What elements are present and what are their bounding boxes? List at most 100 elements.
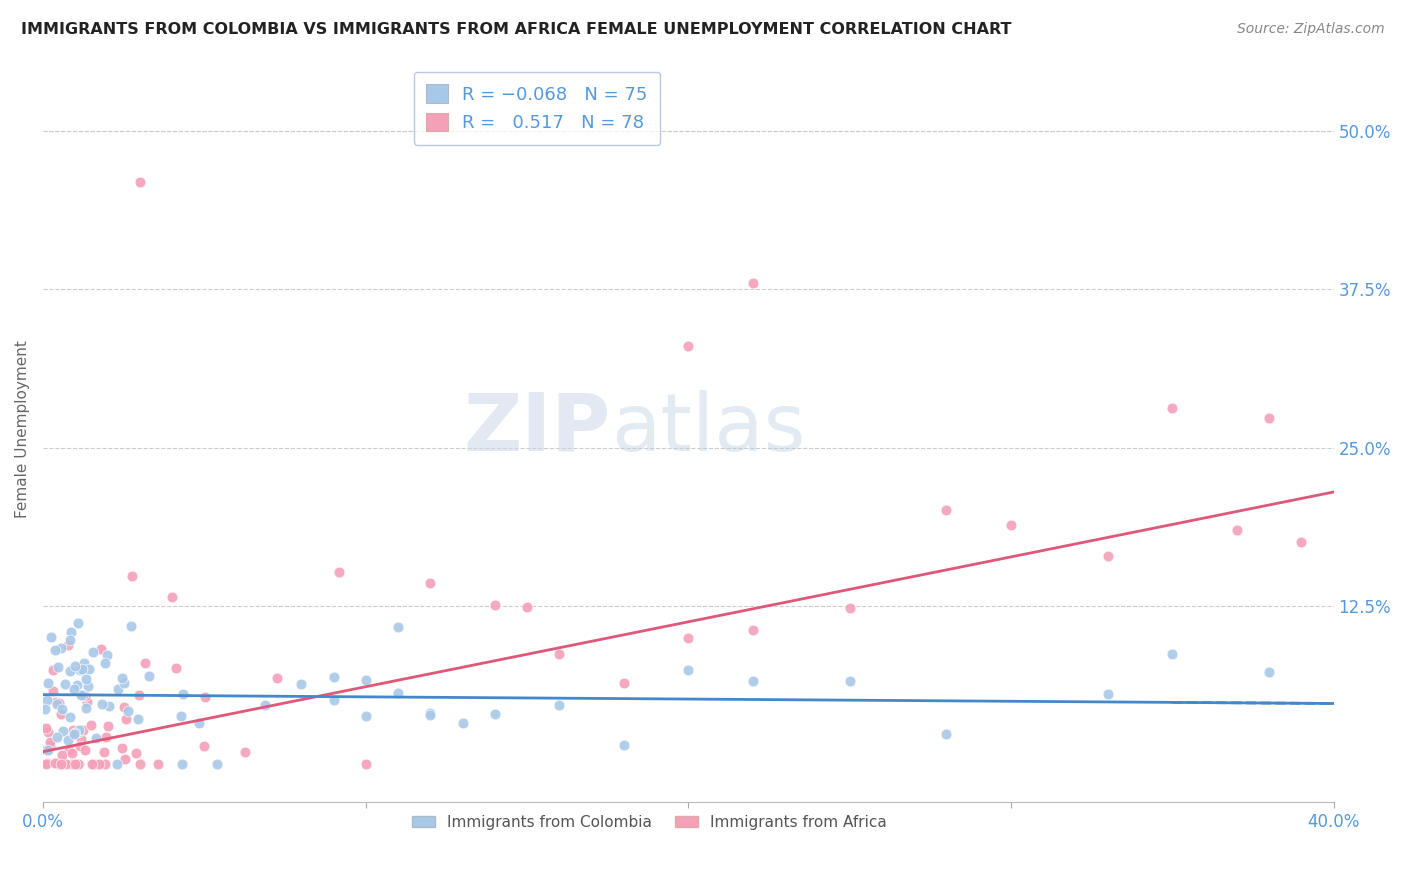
Point <box>1000 517 1022 532</box>
Point <box>63 659 86 673</box>
Point <box>548 698 571 713</box>
Point <box>354 708 377 723</box>
Point <box>69 731 91 746</box>
Point <box>75 689 97 703</box>
Point <box>90 642 112 657</box>
Point <box>138 669 160 683</box>
Point <box>484 707 506 722</box>
Point <box>37 676 59 690</box>
Point <box>90 697 112 711</box>
Point <box>111 741 134 756</box>
Point <box>37 725 59 739</box>
Point <box>94 657 117 671</box>
Point <box>58 743 80 757</box>
Point <box>73 743 96 757</box>
Point <box>172 757 194 772</box>
Point <box>741 276 763 290</box>
Point <box>322 693 344 707</box>
Point <box>38 735 60 749</box>
Point <box>65 726 87 740</box>
Point <box>84 757 107 772</box>
Point <box>51 640 73 655</box>
Point <box>59 664 82 678</box>
Point <box>354 757 377 772</box>
Point <box>51 702 73 716</box>
Point <box>37 693 59 707</box>
Point <box>120 619 142 633</box>
Point <box>67 757 90 772</box>
Point <box>94 757 117 772</box>
Point <box>1258 411 1281 425</box>
Point <box>160 590 183 604</box>
Point <box>387 686 409 700</box>
Point <box>114 751 136 765</box>
Point <box>419 706 441 720</box>
Point <box>741 624 763 638</box>
Point <box>187 715 209 730</box>
Point <box>63 681 86 696</box>
Point <box>935 502 957 516</box>
Point <box>613 738 636 752</box>
Text: Source: ZipAtlas.com: Source: ZipAtlas.com <box>1237 22 1385 37</box>
Point <box>387 620 409 634</box>
Point <box>35 757 58 772</box>
Point <box>48 660 70 674</box>
Point <box>60 624 83 639</box>
Point <box>354 673 377 688</box>
Point <box>63 727 86 741</box>
Point <box>67 723 90 738</box>
Point <box>69 663 91 677</box>
Point <box>48 696 70 710</box>
Point <box>49 756 72 771</box>
Point <box>46 757 69 772</box>
Point <box>34 702 56 716</box>
Point <box>51 747 73 762</box>
Point <box>484 598 506 612</box>
Point <box>69 739 91 754</box>
Point <box>419 707 441 722</box>
Point <box>96 648 118 662</box>
Point <box>62 723 84 737</box>
Point <box>107 681 129 696</box>
Point <box>51 706 73 721</box>
Point <box>266 671 288 685</box>
Point <box>1097 686 1119 700</box>
Point <box>117 704 139 718</box>
Point <box>62 757 84 772</box>
Point <box>233 745 256 759</box>
Point <box>129 757 152 772</box>
Point <box>59 633 82 648</box>
Point <box>70 689 93 703</box>
Point <box>41 630 63 644</box>
Point <box>55 757 77 772</box>
Point <box>94 730 117 744</box>
Point <box>37 743 59 757</box>
Point <box>65 757 87 772</box>
Text: ZIP: ZIP <box>464 390 612 467</box>
Point <box>42 663 65 677</box>
Point <box>128 688 150 702</box>
Point <box>838 674 860 689</box>
Point <box>67 616 90 631</box>
Point <box>328 566 350 580</box>
Point <box>72 662 94 676</box>
Point <box>67 725 90 739</box>
Point <box>838 601 860 615</box>
Point <box>45 698 67 712</box>
Point <box>67 757 90 772</box>
Point <box>148 757 170 772</box>
Point <box>82 645 104 659</box>
Point <box>53 677 76 691</box>
Point <box>44 643 66 657</box>
Point <box>253 698 276 713</box>
Point <box>194 690 217 704</box>
Point <box>65 725 87 739</box>
Point <box>193 739 215 753</box>
Point <box>548 648 571 662</box>
Point <box>741 673 763 688</box>
Point <box>322 670 344 684</box>
Point <box>613 676 636 690</box>
Point <box>112 675 135 690</box>
Point <box>207 757 229 772</box>
Point <box>72 688 94 702</box>
